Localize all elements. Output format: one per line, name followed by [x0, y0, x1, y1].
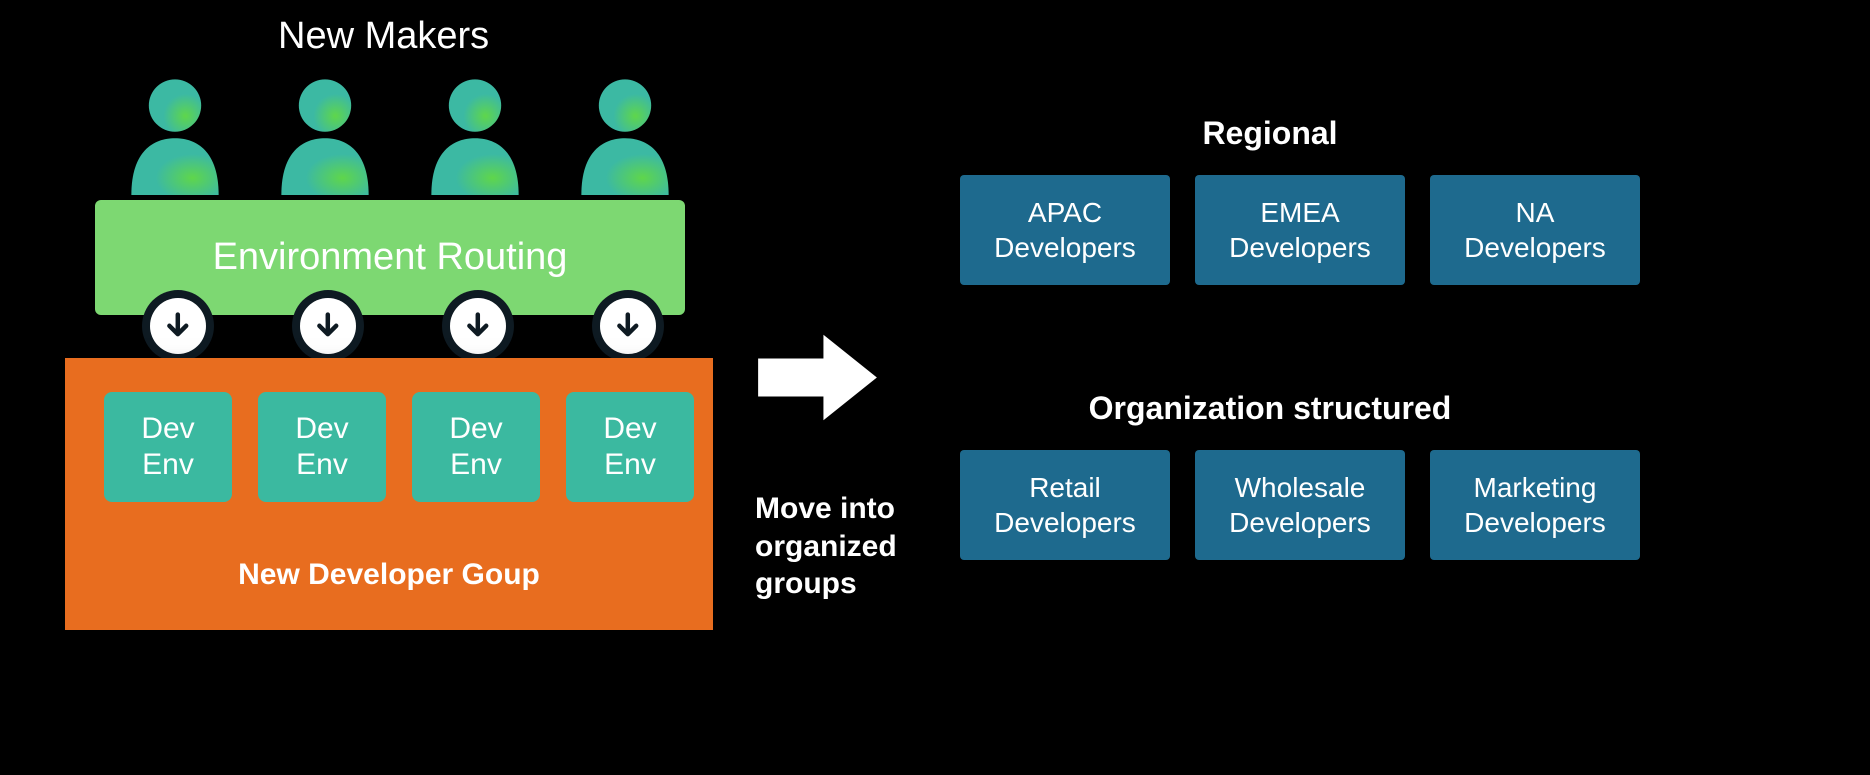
regional-developer-box: EMEA Developers — [1195, 175, 1405, 285]
maker-person-icon — [570, 75, 680, 195]
new-developer-group-container: Dev EnvDev EnvDev EnvDev Env New Develop… — [65, 358, 713, 630]
dev-env-box: Dev Env — [258, 392, 386, 502]
regional-developer-box: NA Developers — [1430, 175, 1640, 285]
org-developer-box: Marketing Developers — [1430, 450, 1640, 560]
maker-person-icon — [420, 75, 530, 195]
organization-structured-heading: Organization structured — [960, 390, 1580, 427]
maker-person-icon — [270, 75, 380, 195]
down-arrow-icon — [592, 290, 664, 362]
down-arrow-icon — [142, 290, 214, 362]
dev-env-box: Dev Env — [412, 392, 540, 502]
environment-routing-label: Environment Routing — [213, 236, 568, 279]
big-arrow-right-icon — [755, 330, 880, 425]
regional-heading: Regional — [960, 115, 1580, 152]
org-developer-box: Wholesale Developers — [1195, 450, 1405, 560]
new-developer-group-label: New Developer Goup — [65, 558, 713, 592]
move-into-groups-label: Move into organized groups — [755, 490, 897, 603]
dev-env-box: Dev Env — [566, 392, 694, 502]
new-makers-title: New Makers — [278, 15, 489, 58]
org-developer-box: Retail Developers — [960, 450, 1170, 560]
down-arrow-icon — [442, 290, 514, 362]
regional-developer-box: APAC Developers — [960, 175, 1170, 285]
down-arrow-icon — [292, 290, 364, 362]
maker-person-icon — [120, 75, 230, 195]
dev-env-box: Dev Env — [104, 392, 232, 502]
